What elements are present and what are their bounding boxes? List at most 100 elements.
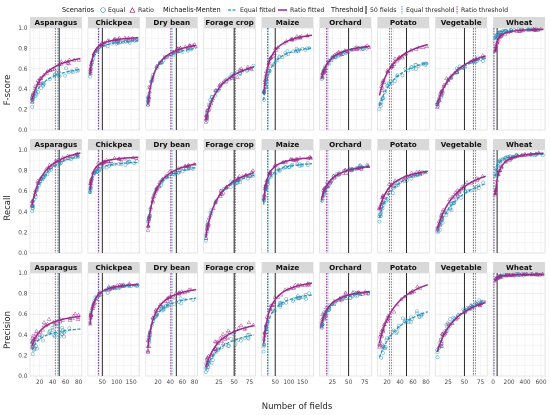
x-tick-label: 50 <box>461 380 469 386</box>
equal-point <box>305 161 310 165</box>
panel-strip <box>30 139 82 150</box>
ratio-fitted-curve <box>436 55 486 105</box>
equal-fitted-curve <box>262 294 313 347</box>
x-tick-label: 25 <box>444 380 452 386</box>
ratio-fitted-curve <box>205 324 255 368</box>
ratio-point <box>250 168 256 172</box>
ratio-point <box>391 309 397 314</box>
ratio-point <box>238 323 244 327</box>
equal-point <box>64 66 68 71</box>
x-tick-label: 40 <box>167 380 175 386</box>
ratio-fitted-curve <box>320 165 370 200</box>
x-tick-label: 75 <box>361 380 369 386</box>
equal-point <box>58 334 62 339</box>
equal-point <box>291 299 295 303</box>
equal-point <box>435 355 440 360</box>
equal-point <box>400 316 405 321</box>
ratio-fitted-curve <box>205 66 255 121</box>
equal-point <box>41 338 45 343</box>
equal-fitted-curve <box>89 40 139 76</box>
equal-point <box>60 325 65 330</box>
equal-fitted-curve <box>378 62 428 106</box>
panel-strip <box>87 17 140 28</box>
equal-point <box>165 304 170 308</box>
panel-strip-label: Forage crop <box>205 18 253 27</box>
ratio-point <box>440 331 445 336</box>
panel-strip <box>435 139 488 150</box>
ratio-point <box>72 311 78 316</box>
ratio-fitted-curve <box>89 37 139 75</box>
panel-strip-label: Maize <box>276 140 300 149</box>
equal-point <box>396 325 401 330</box>
ratio-point <box>52 322 57 327</box>
equal-fitted-curve <box>205 334 255 370</box>
equal-point <box>377 219 382 224</box>
equal-point <box>30 209 35 213</box>
equal-point <box>267 69 272 73</box>
equal-point <box>378 101 383 106</box>
equal-point <box>303 294 308 299</box>
equal-fitted-curve <box>31 68 81 103</box>
panel-strip <box>145 17 198 28</box>
equal-point <box>512 273 517 278</box>
equal-point <box>191 166 195 171</box>
equal-point <box>211 358 215 362</box>
panel-strip <box>377 139 430 150</box>
ratio-point <box>212 338 218 343</box>
x-tick-label: 100 <box>283 380 294 386</box>
ratio-fitted-curve <box>320 45 370 79</box>
equal-fitted-curve <box>378 171 428 219</box>
panel-asparagus-f-score: Asparagus 0.0 0.2 0.4 0.6 0.8 1.0 <box>18 17 83 134</box>
panel-vegetable-precision: Vegetable 25 50 75 <box>434 262 488 386</box>
panel-vegetable-recall: Vegetable <box>434 139 488 254</box>
equal-point <box>379 355 384 360</box>
equal-point <box>448 317 453 322</box>
panel-dry-bean-recall: Dry bean <box>145 139 198 254</box>
y-tick-label: 1.0 <box>18 271 28 277</box>
equal-point <box>226 344 231 349</box>
equal-point <box>238 338 243 343</box>
equal-point <box>238 180 243 185</box>
equal-point <box>415 311 419 316</box>
equal-point <box>416 64 421 68</box>
ratio-point <box>392 56 398 61</box>
ratio-fitted-curve <box>89 156 139 191</box>
panel-strip-label: Asparagus <box>35 18 78 27</box>
equal-point <box>105 291 110 295</box>
equal-point <box>400 73 405 78</box>
panel-strip <box>30 17 82 28</box>
equal-point <box>74 69 79 73</box>
panel-potato-recall: Potato <box>377 139 430 254</box>
equal-point <box>377 107 382 111</box>
equal-point <box>119 160 124 165</box>
panel-strip-label: Chickpea <box>95 140 132 149</box>
ratio-point <box>420 45 426 49</box>
panel-orchard-f-score: Orchard <box>319 17 372 131</box>
panel-asparagus-recall: Asparagus 0.0 0.2 0.4 0.6 0.8 1.0 <box>18 139 83 257</box>
y-tick-label: 0.6 <box>18 189 28 195</box>
equal-point <box>419 313 423 318</box>
ratio-point <box>339 52 345 56</box>
equal-point <box>127 40 132 45</box>
y-tick-label: 0.6 <box>18 312 28 318</box>
x-tick-label: 150 <box>297 380 308 386</box>
equal-fitted-curve <box>320 291 370 328</box>
ratio-fitted-curve <box>31 57 81 100</box>
equal-point <box>233 342 238 346</box>
panel-strip <box>435 262 488 273</box>
panel-potato-precision: Potato 20 40 60 80 <box>377 262 430 386</box>
x-tick-label: 60 <box>409 380 417 386</box>
panel-wheat-precision: Wheat 0 200 400 600 <box>491 262 547 386</box>
equal-fitted-curve <box>147 297 197 349</box>
ratio-point <box>70 316 75 321</box>
x-tick-label: 0 <box>491 380 495 386</box>
ratio-point <box>246 320 252 324</box>
panel-strip-label: Chickpea <box>95 18 132 27</box>
ratio-fitted-curve <box>494 273 544 282</box>
equal-fitted-curve <box>262 163 312 205</box>
ratio-point <box>224 335 230 340</box>
y-tick-label: 0.4 <box>18 87 28 93</box>
legend-equal-label: Equal <box>108 7 126 14</box>
panel-strip <box>377 17 430 28</box>
panel-asparagus-precision: Asparagus 0.0 0.2 0.4 0.6 0.8 1.0 20 40 60 80 <box>18 262 83 386</box>
